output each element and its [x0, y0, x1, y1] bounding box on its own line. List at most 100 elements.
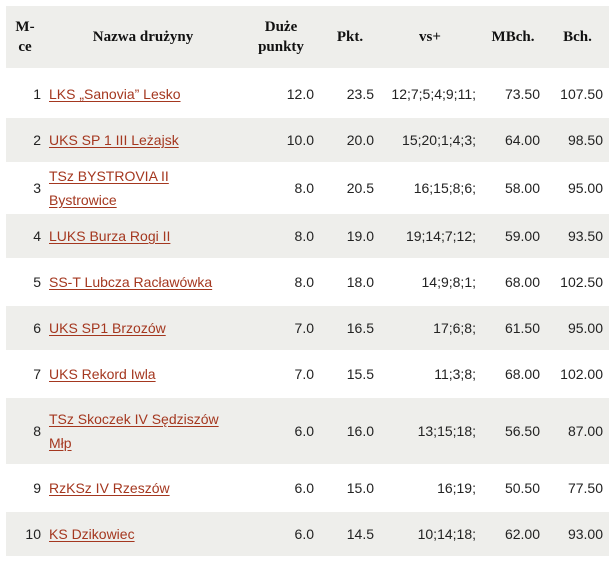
points-cell: 20.0	[320, 116, 380, 162]
rank-cell: 6	[6, 304, 44, 350]
points-cell: 18.0	[320, 258, 380, 304]
mbch-cell: 61.50	[480, 304, 546, 350]
points-cell: 15.0	[320, 464, 380, 510]
rank-cell: 5	[6, 258, 44, 304]
team-cell: TSz Skoczek IV Sędziszów Młp	[44, 396, 242, 464]
header-rank: M-ce	[6, 6, 44, 70]
bch-cell: 98.50	[546, 116, 609, 162]
header-team-name: Nazwa drużyny	[44, 6, 242, 70]
bch-cell: 87.00	[546, 396, 609, 464]
rank-cell: 2	[6, 116, 44, 162]
mbch-cell: 68.00	[480, 258, 546, 304]
bch-cell: 102.00	[546, 350, 609, 396]
team-cell: UKS SP1 Brzozów	[44, 304, 242, 350]
team-cell: RzKSz IV Rzeszów	[44, 464, 242, 510]
team-link[interactable]: RzKSz IV Rzeszów	[49, 480, 170, 496]
big-points-cell: 8.0	[242, 212, 320, 258]
big-points-cell: 8.0	[242, 258, 320, 304]
table-row: 4 LUKS Burza Rogi II 8.0 19.0 19;14;7;12…	[6, 212, 609, 258]
points-cell: 16.5	[320, 304, 380, 350]
points-cell: 19.0	[320, 212, 380, 258]
rank-cell: 3	[6, 162, 44, 212]
table-header: M-ce Nazwa drużyny Duże punkty Pkt. vs+ …	[6, 6, 609, 70]
big-points-cell: 12.0	[242, 70, 320, 116]
vs-cell: 16;15;8;6;	[380, 162, 480, 212]
team-cell: LKS „Sanovia” Lesko	[44, 70, 242, 116]
table-row: 7 UKS Rekord Iwla 7.0 15.5 11;3;8; 68.00…	[6, 350, 609, 396]
team-cell: SS-T Lubcza Racławówka	[44, 258, 242, 304]
team-link[interactable]: UKS SP 1 III Leżajsk	[49, 132, 179, 148]
bch-cell: 95.00	[546, 304, 609, 350]
big-points-cell: 8.0	[242, 162, 320, 212]
table-row: 3 TSz BYSTROVIA II Bystrowice 8.0 20.5 1…	[6, 162, 609, 212]
header-vs: vs+	[380, 6, 480, 70]
bch-cell: 102.50	[546, 258, 609, 304]
mbch-cell: 50.50	[480, 464, 546, 510]
header-row: M-ce Nazwa drużyny Duże punkty Pkt. vs+ …	[6, 6, 609, 70]
team-cell: KS Dzikowiec	[44, 510, 242, 556]
vs-cell: 11;3;8;	[380, 350, 480, 396]
big-points-cell: 6.0	[242, 510, 320, 556]
big-points-cell: 6.0	[242, 396, 320, 464]
mbch-cell: 73.50	[480, 70, 546, 116]
table-row: 5 SS-T Lubcza Racławówka 8.0 18.0 14;9;8…	[6, 258, 609, 304]
mbch-cell: 58.00	[480, 162, 546, 212]
team-link[interactable]: UKS SP1 Brzozów	[49, 320, 166, 336]
rank-cell: 1	[6, 70, 44, 116]
vs-cell: 17;6;8;	[380, 304, 480, 350]
team-cell: UKS SP 1 III Leżajsk	[44, 116, 242, 162]
points-cell: 23.5	[320, 70, 380, 116]
points-cell: 15.5	[320, 350, 380, 396]
bch-cell: 77.50	[546, 464, 609, 510]
team-link[interactable]: SS-T Lubcza Racławówka	[49, 274, 213, 290]
mbch-cell: 59.00	[480, 212, 546, 258]
team-link[interactable]: LUKS Burza Rogi II	[49, 228, 171, 244]
big-points-cell: 10.0	[242, 116, 320, 162]
team-cell: UKS Rekord Iwla	[44, 350, 242, 396]
bch-cell: 93.50	[546, 212, 609, 258]
big-points-cell: 7.0	[242, 304, 320, 350]
table-row: 6 UKS SP1 Brzozów 7.0 16.5 17;6;8; 61.50…	[6, 304, 609, 350]
vs-cell: 19;14;7;12;	[380, 212, 480, 258]
vs-cell: 16;19;	[380, 464, 480, 510]
team-cell: LUKS Burza Rogi II	[44, 212, 242, 258]
table-row: 1 LKS „Sanovia” Lesko 12.0 23.5 12;7;5;4…	[6, 70, 609, 116]
team-link[interactable]: TSz Skoczek IV Sędziszów Młp	[49, 411, 219, 451]
table-row: 2 UKS SP 1 III Leżajsk 10.0 20.0 15;20;1…	[6, 116, 609, 162]
bch-cell: 95.00	[546, 162, 609, 212]
vs-cell: 15;20;1;4;3;	[380, 116, 480, 162]
team-link[interactable]: LKS „Sanovia” Lesko	[49, 86, 181, 102]
bch-cell: 93.00	[546, 510, 609, 556]
mbch-cell: 62.00	[480, 510, 546, 556]
points-cell: 20.5	[320, 162, 380, 212]
rank-cell: 7	[6, 350, 44, 396]
table-row: 10 KS Dzikowiec 6.0 14.5 10;14;18; 62.00…	[6, 510, 609, 556]
vs-cell: 14;9;8;1;	[380, 258, 480, 304]
bch-cell: 107.50	[546, 70, 609, 116]
vs-cell: 10;14;18;	[380, 510, 480, 556]
rank-cell: 10	[6, 510, 44, 556]
rank-cell: 9	[6, 464, 44, 510]
header-bch: Bch.	[546, 6, 609, 70]
mbch-cell: 56.50	[480, 396, 546, 464]
header-mbch: MBch.	[480, 6, 546, 70]
standings-table: M-ce Nazwa drużyny Duże punkty Pkt. vs+ …	[6, 6, 609, 556]
table-row: 9 RzKSz IV Rzeszów 6.0 15.0 16;19; 50.50…	[6, 464, 609, 510]
vs-cell: 12;7;5;4;9;11;	[380, 70, 480, 116]
team-link[interactable]: UKS Rekord Iwla	[49, 366, 156, 382]
header-big-points: Duże punkty	[242, 6, 320, 70]
vs-cell: 13;15;18;	[380, 396, 480, 464]
mbch-cell: 64.00	[480, 116, 546, 162]
rank-cell: 8	[6, 396, 44, 464]
table-row: 8 TSz Skoczek IV Sędziszów Młp 6.0 16.0 …	[6, 396, 609, 464]
team-link[interactable]: TSz BYSTROVIA II Bystrowice	[49, 168, 169, 208]
table-body: 1 LKS „Sanovia” Lesko 12.0 23.5 12;7;5;4…	[6, 70, 609, 556]
big-points-cell: 6.0	[242, 464, 320, 510]
header-points: Pkt.	[320, 6, 380, 70]
rank-cell: 4	[6, 212, 44, 258]
team-link[interactable]: KS Dzikowiec	[49, 526, 135, 542]
points-cell: 16.0	[320, 396, 380, 464]
big-points-cell: 7.0	[242, 350, 320, 396]
points-cell: 14.5	[320, 510, 380, 556]
mbch-cell: 68.00	[480, 350, 546, 396]
